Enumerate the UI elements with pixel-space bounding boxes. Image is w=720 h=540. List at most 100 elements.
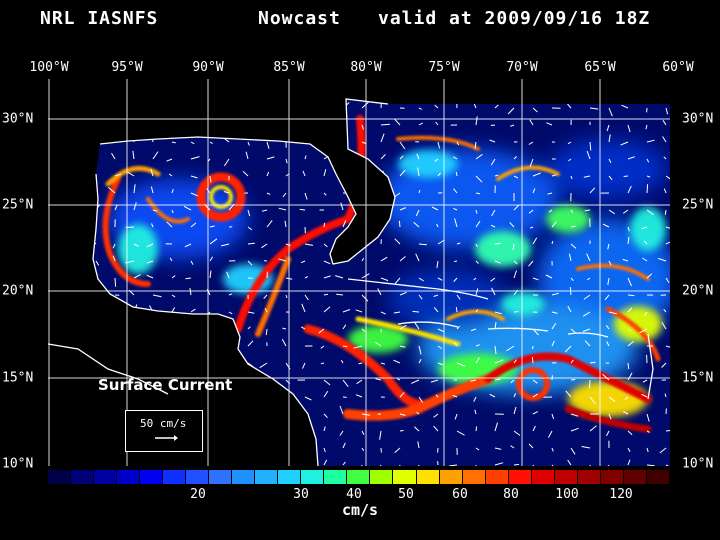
- current-vector: [567, 305, 572, 313]
- current-vector: [247, 362, 254, 368]
- lat-label-left: 20°N: [2, 283, 34, 299]
- current-vector: [513, 260, 518, 265]
- current-vector: [545, 274, 553, 279]
- current-vector: [455, 306, 458, 313]
- current-vector: [491, 287, 496, 296]
- current-vector: [627, 447, 631, 452]
- current-vector: [132, 150, 135, 160]
- current-vector: [605, 325, 610, 330]
- current-vector: [247, 311, 255, 314]
- current-vector: [398, 464, 401, 466]
- current-vector: [608, 260, 612, 266]
- current-vector: [570, 413, 579, 417]
- current-vector: [622, 258, 629, 262]
- current-vector: [285, 158, 288, 164]
- current-vector: [473, 277, 477, 281]
- current-vector: [494, 174, 499, 177]
- lat-label-left: 25°N: [2, 197, 34, 213]
- colorbar-segment: [623, 470, 647, 484]
- current-vector: [604, 294, 610, 301]
- current-vector: [323, 260, 331, 265]
- current-vector: [494, 104, 499, 109]
- current-vector: [551, 221, 557, 228]
- current-vector: [259, 362, 268, 369]
- current-vector: [114, 173, 122, 177]
- current-vector: [475, 153, 483, 160]
- current-vector: [247, 141, 250, 146]
- current-vector: [589, 141, 592, 151]
- current-vector: [513, 289, 519, 296]
- current-vector: [475, 344, 480, 347]
- current-vector: [284, 220, 287, 228]
- current-vector: [323, 459, 328, 466]
- current-vector: [608, 134, 611, 143]
- colorbar-tick: 80: [503, 487, 519, 502]
- current-vector: [608, 209, 615, 215]
- current-vector: [146, 243, 154, 248]
- current-vector: [607, 277, 610, 285]
- current-vector: [513, 175, 519, 179]
- current-vector: [342, 220, 347, 228]
- current-vector: [528, 141, 534, 145]
- lon-label: 95°W: [111, 60, 143, 75]
- colorbar-tick: 50: [398, 487, 414, 502]
- current-vector: [570, 447, 576, 455]
- current-vector: [209, 225, 215, 228]
- current-vector: [665, 277, 670, 283]
- current-vector: [418, 243, 427, 246]
- current-vector: [431, 206, 439, 211]
- current-vector: [665, 429, 670, 432]
- current-vector: [642, 379, 648, 383]
- current-vector: [190, 156, 200, 160]
- current-vector: [323, 379, 331, 386]
- current-vector: [452, 394, 458, 398]
- lon-label: 75°W: [428, 60, 460, 75]
- current-vector: [207, 311, 211, 315]
- current-vector: [646, 184, 649, 194]
- current-vector: [209, 238, 218, 245]
- current-vector: [150, 186, 154, 194]
- current-vector: [285, 294, 288, 299]
- current-vector: [339, 430, 344, 436]
- current-vector: [570, 328, 576, 334]
- current-vector: [510, 379, 515, 384]
- current-vector: [454, 218, 458, 228]
- colorbar-segment: [255, 470, 279, 484]
- current-vector: [627, 459, 631, 466]
- current-vector: [399, 430, 404, 432]
- colorbar-segment: [600, 470, 624, 484]
- current-vector: [152, 209, 158, 212]
- current-vector: [581, 446, 591, 449]
- current-vector: [361, 141, 367, 145]
- current-vector: [627, 124, 631, 133]
- current-vector: [412, 310, 420, 313]
- current-vector: [657, 257, 667, 262]
- current-vector: [567, 141, 572, 145]
- current-vector: [320, 345, 325, 349]
- current-vector: [418, 345, 422, 355]
- current-vector: [627, 236, 630, 245]
- current-vector: [190, 141, 195, 145]
- current-vector: [551, 464, 556, 466]
- current-vector: [589, 396, 596, 405]
- current-vector: [602, 223, 610, 228]
- current-vector: [570, 225, 576, 228]
- current-vector: [223, 191, 230, 194]
- current-vector: [509, 221, 515, 228]
- current-vector: [507, 107, 515, 115]
- current-vector: [171, 141, 176, 144]
- current-vector: [494, 378, 501, 381]
- current-vector: [226, 271, 230, 279]
- current-vector: [436, 223, 439, 228]
- product-type: Nowcast: [258, 8, 341, 29]
- current-vector: [586, 150, 591, 160]
- current-vector: [356, 379, 363, 385]
- current-vector: [513, 393, 517, 398]
- current-vector: [513, 406, 517, 415]
- current-vector: [510, 445, 515, 449]
- current-vector: [361, 413, 371, 416]
- current-vector: [475, 192, 481, 195]
- current-vector: [299, 208, 306, 211]
- current-vector: [323, 413, 328, 419]
- current-vector: [323, 306, 331, 313]
